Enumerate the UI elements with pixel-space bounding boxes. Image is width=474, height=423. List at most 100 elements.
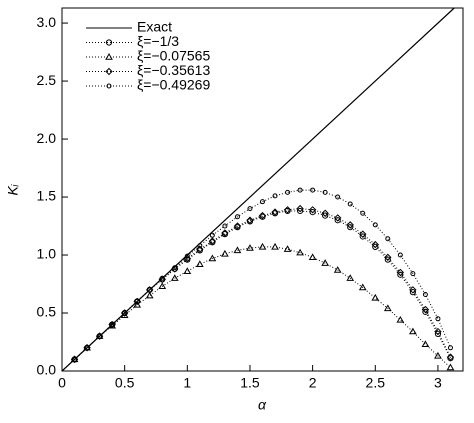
data-point — [384, 256, 391, 263]
data-point — [285, 189, 291, 195]
data-point — [447, 355, 454, 362]
data-point — [170, 274, 179, 281]
data-point — [134, 298, 140, 304]
legend-label: ξ=−1/3 — [137, 33, 179, 49]
data-point — [371, 240, 379, 249]
data-point — [183, 267, 192, 274]
legend-marker — [105, 39, 113, 46]
series-line — [74, 208, 451, 360]
data-point — [196, 245, 204, 253]
data-point — [195, 260, 204, 268]
y-tick-label: 1.5 — [37, 188, 57, 204]
legend-marker — [106, 83, 112, 89]
data-point — [371, 293, 380, 301]
data-point — [233, 222, 242, 230]
data-point — [209, 232, 215, 238]
data-point — [410, 271, 416, 277]
data-point — [208, 237, 217, 245]
data-point — [234, 224, 241, 231]
data-point — [333, 266, 342, 273]
data-point — [422, 308, 429, 315]
legend-label: Exact — [137, 19, 172, 35]
data-point — [446, 353, 455, 361]
x-tick-label: 1 — [183, 375, 191, 391]
data-point — [372, 222, 378, 228]
y-tick-label: 1.0 — [37, 246, 57, 262]
data-point — [72, 356, 78, 362]
data-point — [247, 206, 253, 212]
data-point — [197, 243, 203, 249]
data-point — [271, 242, 279, 250]
data-point — [358, 283, 367, 291]
data-point — [97, 333, 103, 339]
series-line — [74, 246, 451, 368]
legend-label: ξ=−0.49269 — [137, 77, 210, 93]
legend-marker — [105, 67, 113, 76]
data-point — [322, 212, 329, 219]
y-tick-label: 2.0 — [37, 130, 57, 146]
data-point — [409, 327, 417, 335]
data-point — [221, 249, 229, 257]
data-point — [159, 275, 165, 281]
data-point — [145, 291, 154, 299]
data-point — [309, 209, 316, 216]
data-point — [272, 193, 278, 199]
data-point — [434, 330, 442, 337]
data-point — [321, 259, 330, 266]
data-point — [147, 287, 153, 293]
series-line — [74, 210, 451, 360]
data-point — [233, 246, 242, 254]
data-point — [221, 231, 229, 238]
data-point — [208, 254, 217, 262]
data-point — [222, 223, 228, 229]
data-point — [84, 345, 90, 351]
data-point — [221, 229, 229, 237]
data-point — [385, 236, 391, 242]
data-point — [347, 201, 353, 207]
x-tick-label: 0.5 — [115, 375, 135, 391]
data-point — [321, 209, 329, 217]
data-point — [434, 327, 442, 336]
data-point — [359, 230, 367, 238]
data-point — [184, 253, 190, 259]
data-point — [397, 252, 403, 258]
data-point — [258, 211, 267, 220]
data-point — [409, 286, 417, 294]
data-point — [234, 214, 240, 220]
x-tick-label: 2.5 — [366, 375, 386, 391]
data-point — [283, 206, 292, 214]
data-point — [396, 315, 405, 323]
data-point — [435, 316, 441, 322]
data-point — [246, 244, 254, 251]
data-point — [384, 253, 392, 262]
data-point — [421, 305, 430, 314]
data-point — [346, 274, 355, 281]
data-point — [421, 340, 430, 348]
legend-label: ξ=−0.07565 — [137, 48, 210, 64]
data-point — [310, 187, 316, 193]
data-point — [258, 242, 267, 250]
data-point — [184, 256, 191, 263]
data-point — [296, 204, 304, 213]
data-point — [172, 265, 178, 271]
series-line — [61, 7, 455, 372]
x-tick-label: 1.5 — [240, 375, 260, 391]
data-point — [133, 300, 142, 308]
legend-marker — [105, 52, 113, 60]
y-tick-label: 0.0 — [37, 362, 57, 378]
data-point — [260, 199, 265, 205]
data-point — [296, 248, 304, 256]
data-point — [297, 187, 303, 193]
legend-label: ξ=−0.35613 — [137, 62, 210, 78]
plot-frame — [61, 7, 464, 372]
x-tick-label: 2 — [309, 375, 317, 391]
data-point — [346, 221, 354, 229]
data-point — [446, 363, 455, 371]
data-point — [271, 210, 279, 217]
data-point — [246, 216, 254, 224]
x-axis-label: α — [258, 397, 267, 413]
data-point — [335, 194, 341, 200]
data-point — [283, 245, 292, 252]
data-point — [122, 310, 128, 316]
